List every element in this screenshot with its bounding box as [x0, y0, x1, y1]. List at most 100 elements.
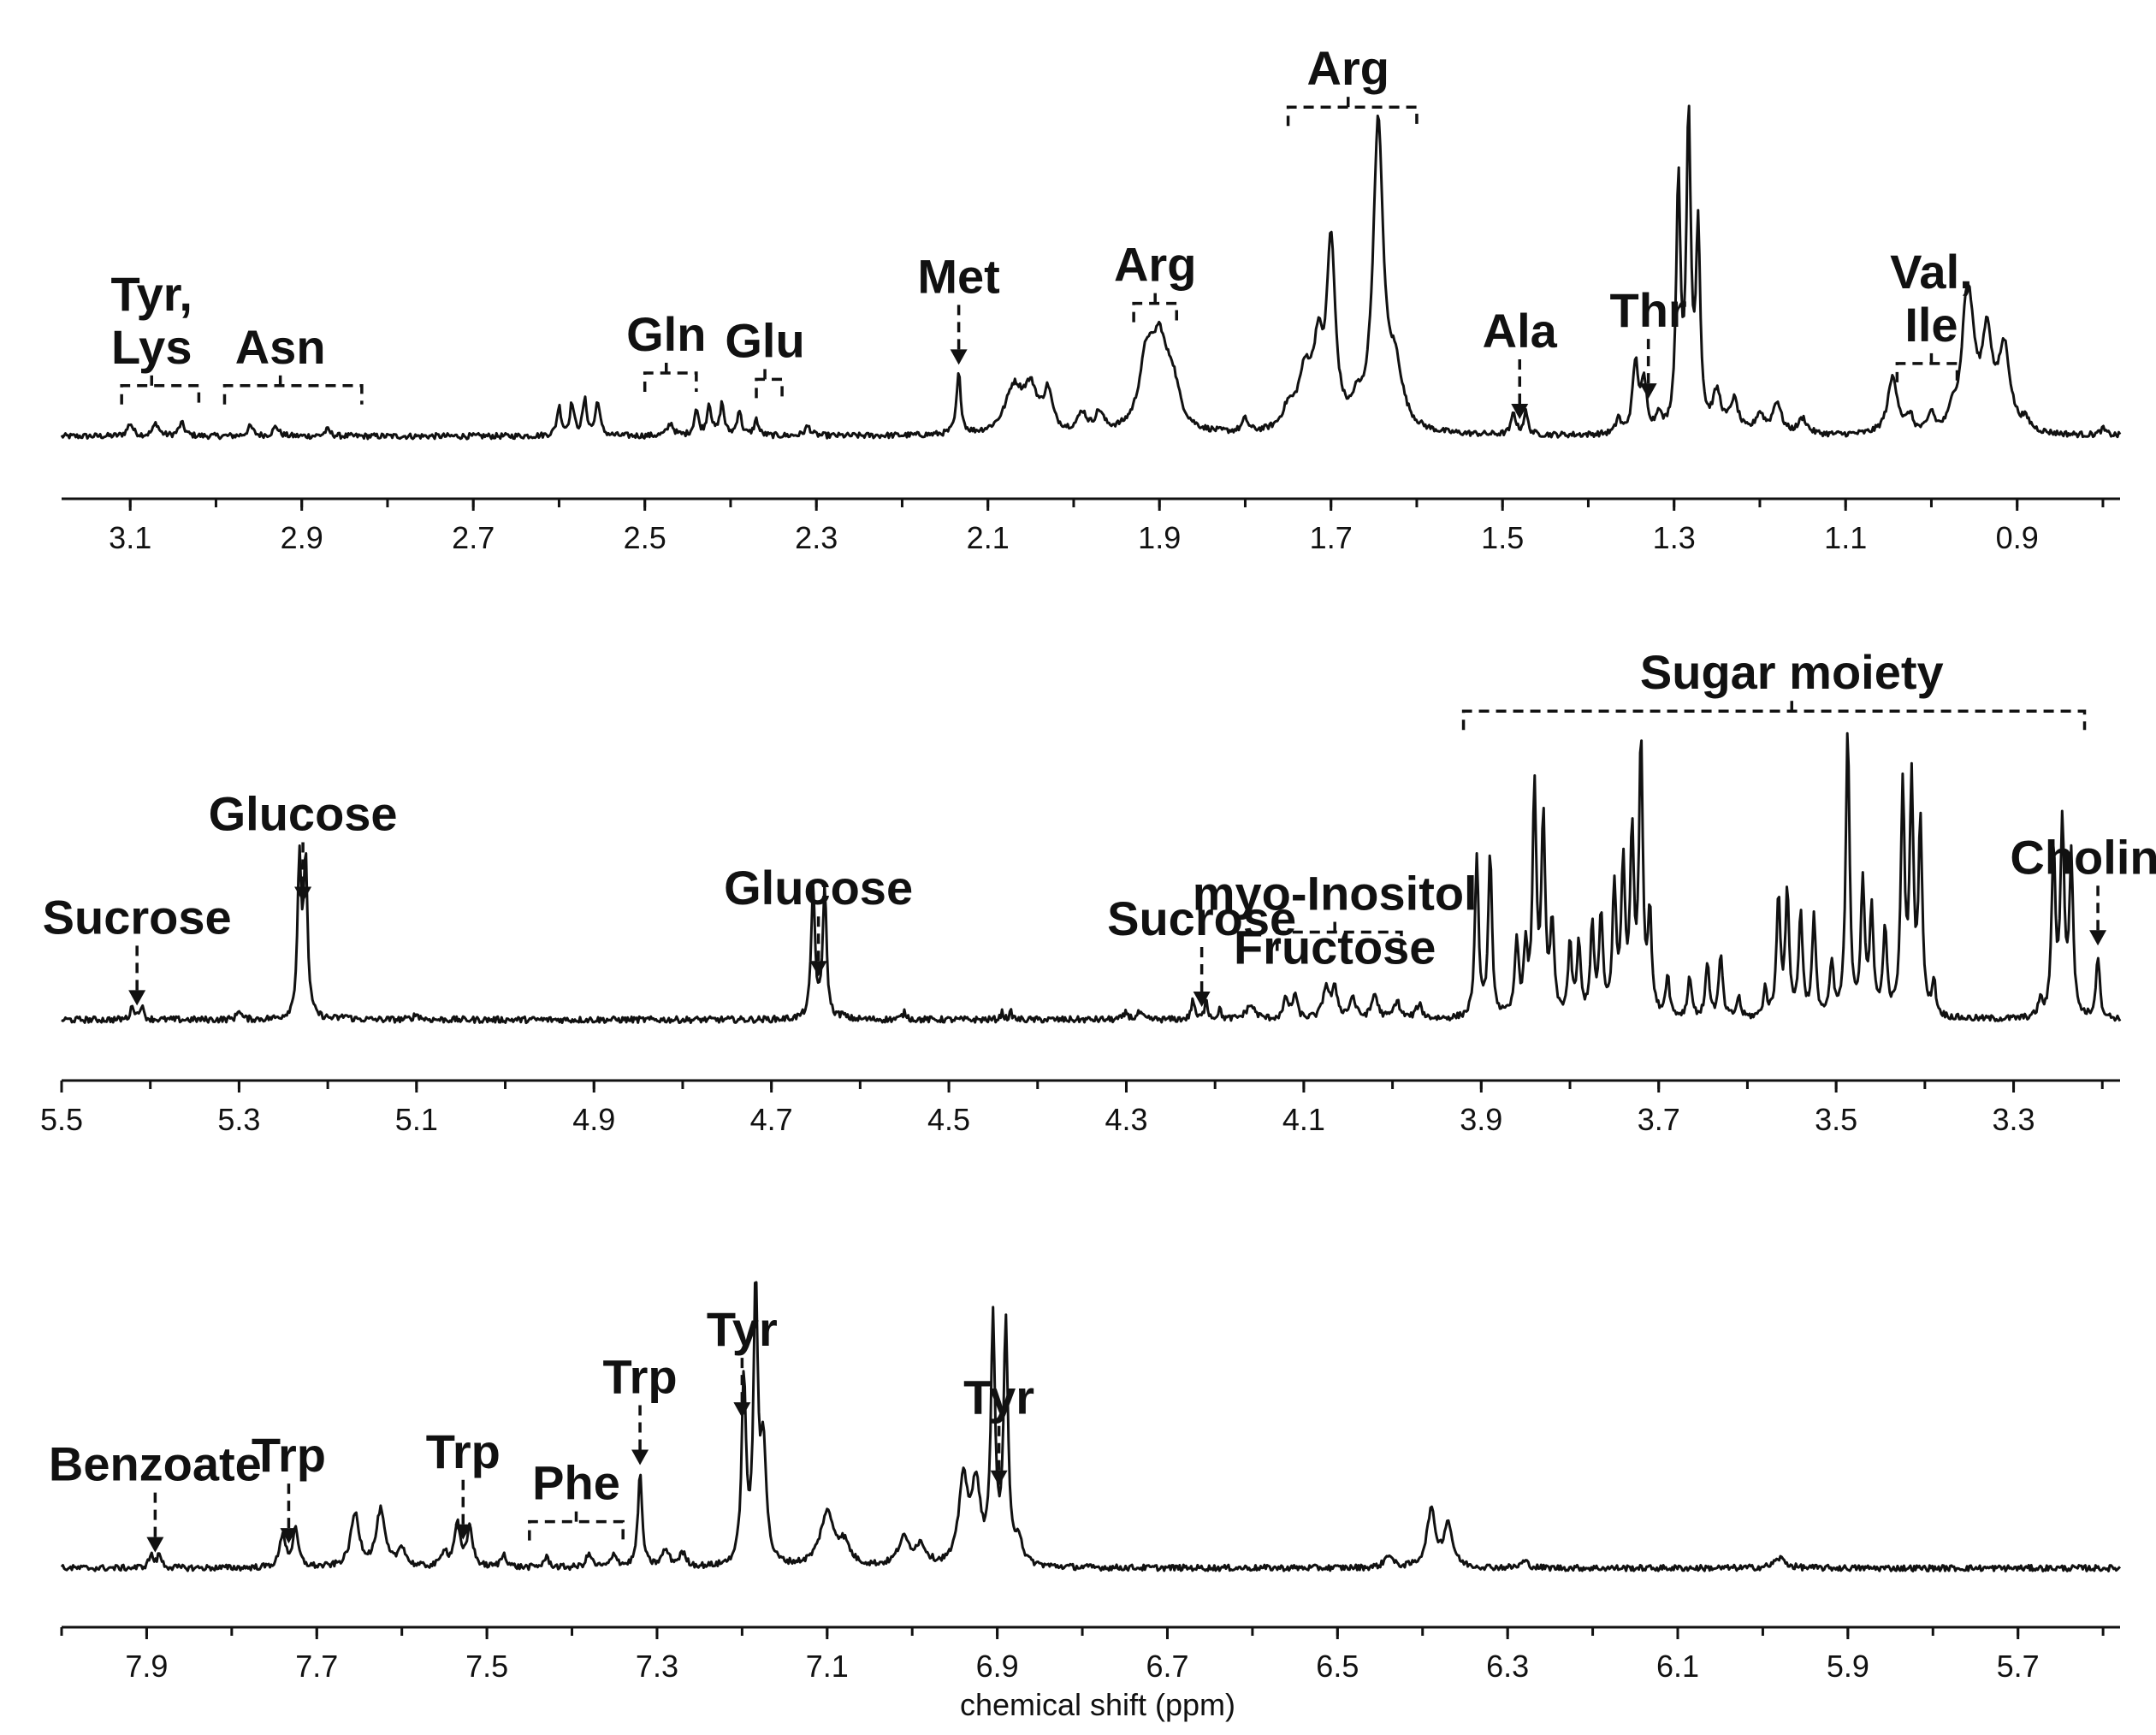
- peak-annotation: Trp: [252, 1428, 326, 1544]
- annotation-bracket: [1132, 301, 1178, 323]
- peak-point: [1600, 907, 1602, 909]
- x-tick-label: 5.1: [395, 1102, 438, 1137]
- peak-annotation: Glucose: [724, 861, 913, 977]
- x-tick-label: 2.5: [624, 520, 666, 555]
- x-tick-label: 1.5: [1481, 520, 1524, 555]
- arrow-head: [146, 1537, 164, 1553]
- peak-annotation: Arg: [1286, 41, 1419, 127]
- peak-annotation: Glu: [725, 313, 805, 399]
- arrow-head: [950, 349, 968, 365]
- x-tick-label: 7.7: [295, 1649, 338, 1684]
- annotation-label: Sucrose: [43, 890, 232, 944]
- x-tick-label: 2.9: [281, 520, 323, 555]
- peak-point: [755, 1266, 756, 1268]
- peak-annotation: Trp: [426, 1424, 500, 1540]
- arrow-head: [1639, 383, 1657, 400]
- x-tick-label: 6.3: [1486, 1649, 1529, 1684]
- panel-aliphatic: 3.1 2.9 2.7 2.5 2.3 2.1 1.9 1.7 1.5 1.3 1.1 0.9 Tyr,…: [60, 41, 2122, 555]
- x-tick-label: 5.7: [1997, 1649, 2040, 1684]
- peak-annotation: Thr: [1610, 283, 1687, 400]
- spectrum-line-aromatic: [60, 1281, 2122, 1572]
- annotation-label: Gln: [626, 307, 706, 361]
- x-tick-label: 1.7: [1310, 520, 1353, 555]
- x-tick-label: 3.9: [1460, 1102, 1502, 1137]
- peak-annotation: Ala: [1483, 304, 1558, 419]
- peak-point: [443, 1546, 445, 1548]
- peak-annotation: Glucose: [209, 786, 398, 903]
- annotation-bracket: [222, 384, 364, 405]
- x-tick-label: 1.1: [1824, 520, 1867, 555]
- peak-point: [1551, 909, 1553, 910]
- x-tick-label: 7.1: [806, 1649, 849, 1684]
- arrow-head: [454, 1524, 472, 1540]
- annotation-label: myo-Inositol: [1193, 867, 1478, 921]
- peak-point: [1678, 164, 1679, 166]
- x-tick-label: 7.9: [125, 1649, 168, 1684]
- peak-point: [1847, 725, 1849, 726]
- annotation-bracket: [1276, 930, 1403, 951]
- annotation-label: Phe: [532, 1456, 620, 1510]
- peak-annotation: Tyr: [707, 1302, 778, 1418]
- peak-annotation: Sucrose: [43, 890, 232, 1006]
- x-tick-label: 0.9: [1996, 520, 2039, 555]
- annotation-label: Sucrose: [1107, 891, 1296, 945]
- peak-point: [1330, 228, 1332, 230]
- peak-point: [1720, 952, 1721, 954]
- peak-point: [1667, 971, 1668, 973]
- annotation-label: Ile: [1904, 298, 1958, 352]
- x-tick-label: 3.5: [1815, 1102, 1857, 1137]
- x-tick-label: 1.3: [1653, 520, 1696, 555]
- peak-point: [1516, 931, 1518, 933]
- peak-annotation: Choline: [2010, 830, 2156, 946]
- x-tick-label: 5.5: [40, 1102, 83, 1137]
- annotation-label: Met: [917, 249, 999, 303]
- annotation-label: Trp: [252, 1428, 326, 1482]
- annotation-label: Tyr,: [111, 267, 192, 321]
- annotation-label: Fructose: [1234, 920, 1436, 974]
- peak-annotation: Asn: [222, 320, 364, 405]
- annotation-label: Ala: [1483, 304, 1558, 358]
- x-tick-label: 5.3: [217, 1102, 260, 1137]
- x-tick-label: 3.1: [109, 520, 151, 555]
- peak-point: [1933, 974, 1934, 976]
- peak-point: [975, 1467, 977, 1469]
- annotation-label: Trp: [603, 1350, 678, 1404]
- panel-carbohydrate: 5.5 5.3 5.1 4.9 4.7 4.5 4.3 4.1 3.9 3.7 3.5 3.3 Sucr…: [40, 645, 2156, 1137]
- x-tick-label: 7.5: [465, 1649, 508, 1684]
- arrow-head: [631, 1449, 649, 1466]
- x-axis-title: chemical shift (ppm): [960, 1687, 1235, 1722]
- x-tick-label: 6.7: [1146, 1649, 1188, 1684]
- annotation-bracket: [643, 371, 698, 392]
- peak-point: [2062, 806, 2064, 808]
- arrow-head: [1193, 992, 1211, 1008]
- peak-annotation: Tyr: [963, 1371, 1034, 1486]
- annotation-bracket: [755, 377, 784, 399]
- x-tick-label: 4.1: [1282, 1102, 1325, 1137]
- x-tick-label: 4.7: [750, 1102, 793, 1137]
- x-tick-label: 3.7: [1638, 1102, 1680, 1137]
- peak-annotation: myo-Inositol: [1193, 867, 1478, 951]
- peak-point: [1800, 904, 1802, 906]
- peak-annotation: Fructose: [1234, 920, 1436, 974]
- arrow-head: [128, 990, 146, 1006]
- annotation-label: Asn: [235, 320, 326, 374]
- peak-annotation: Val,Ile: [1890, 245, 1973, 382]
- peak-point: [1543, 803, 1544, 805]
- annotation-label: Glucose: [209, 786, 398, 840]
- peak-annotation: Phe: [528, 1456, 625, 1541]
- x-tick-label: 1.9: [1138, 520, 1181, 555]
- annotation-label: Lys: [111, 320, 192, 374]
- peak-point: [2097, 953, 2099, 955]
- peak-point: [1490, 851, 1491, 853]
- x-tick-label: 3.3: [1993, 1102, 2035, 1137]
- x-tick-label: 6.1: [1656, 1649, 1699, 1684]
- arrow-head: [1511, 403, 1529, 419]
- x-tick-label: 2.1: [967, 520, 1010, 555]
- annotation-label: Thr: [1610, 283, 1687, 337]
- peak-point: [1884, 920, 1886, 921]
- annotation-bracket: [1895, 362, 1959, 382]
- peak-point: [1689, 973, 1691, 974]
- peak-point: [1658, 404, 1660, 406]
- x-tick-label: 4.3: [1105, 1102, 1147, 1137]
- x-tick-label: 6.5: [1316, 1649, 1359, 1684]
